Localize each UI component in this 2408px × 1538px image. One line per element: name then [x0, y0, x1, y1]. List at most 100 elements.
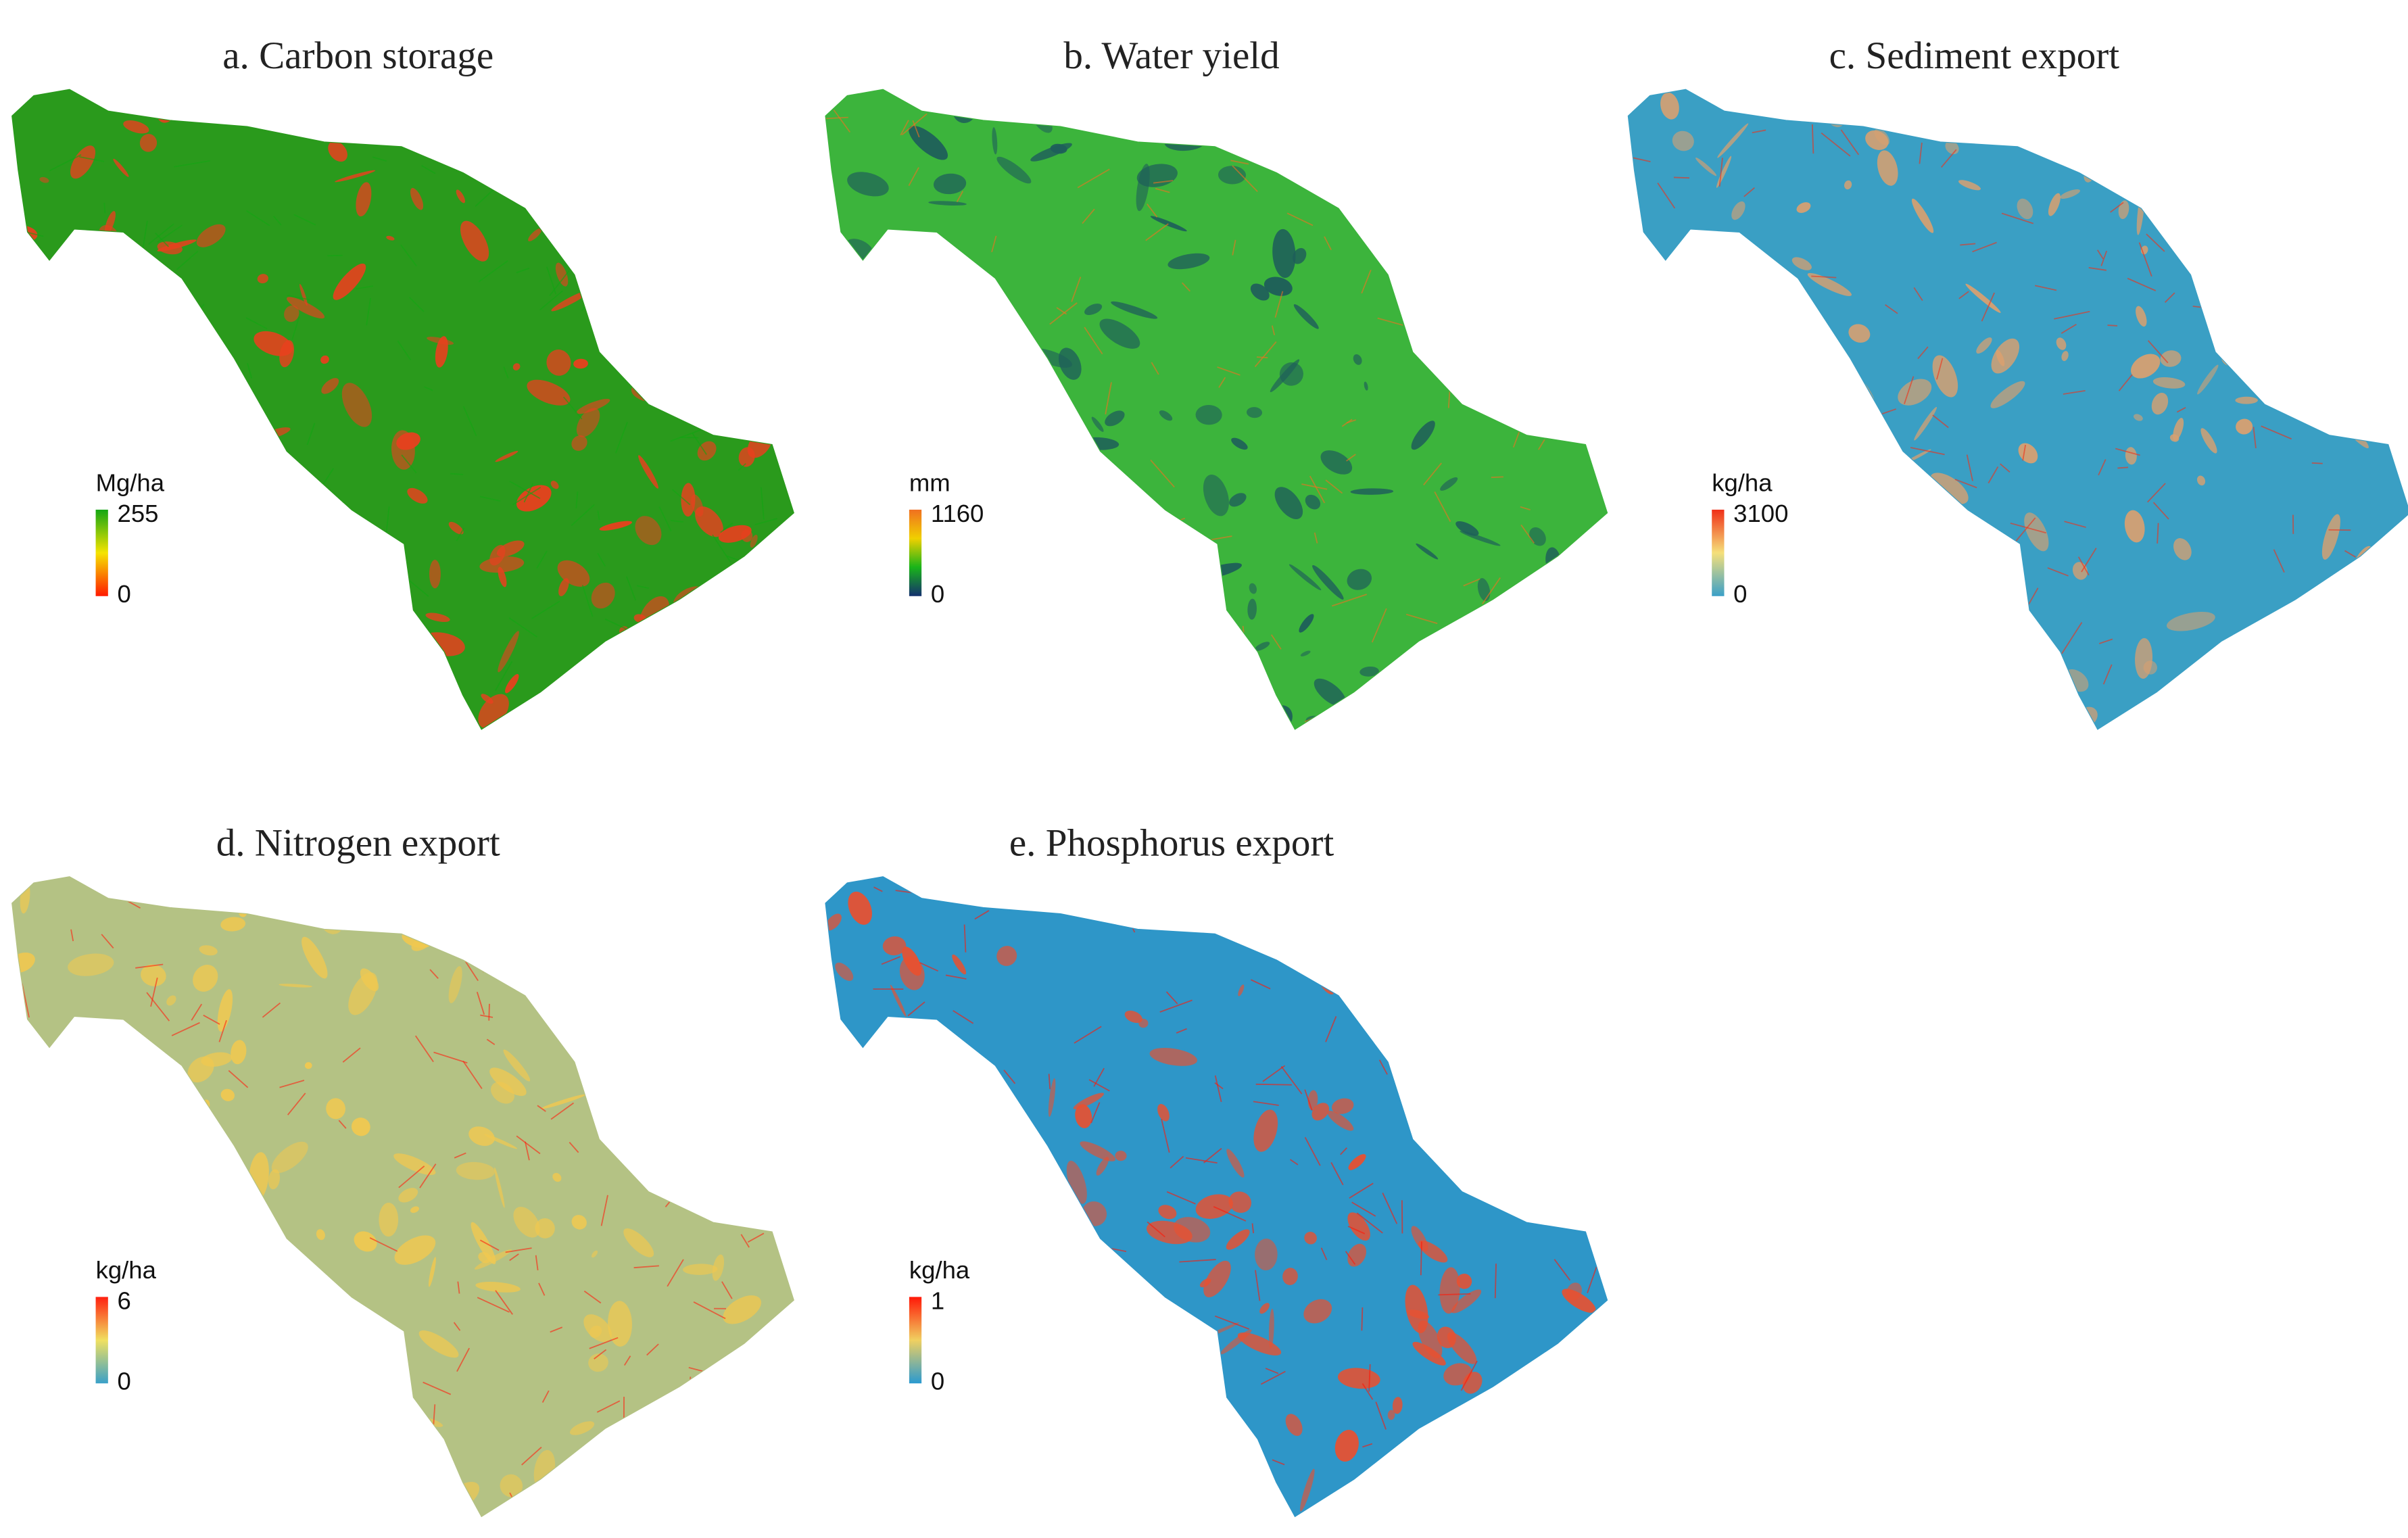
- legend-unit: kg/ha: [1712, 469, 1773, 497]
- land-patch: [203, 621, 216, 663]
- land-patch: [341, 619, 371, 663]
- stream: [169, 331, 178, 356]
- panel-title: a. Carbon storage: [222, 34, 493, 77]
- stream: [1161, 1119, 1170, 1153]
- land-patch: [641, 980, 659, 1005]
- land-patch: [1455, 521, 1479, 536]
- stream: [149, 1076, 166, 1109]
- land-patch: [921, 343, 959, 368]
- stream: [629, 1426, 663, 1433]
- stream: [893, 1435, 918, 1452]
- stream: [778, 222, 782, 256]
- land-patch: [308, 673, 350, 677]
- land-patch: [1477, 578, 1491, 602]
- land-patch: [836, 454, 853, 476]
- land-patch: [952, 954, 967, 975]
- stream: [1922, 569, 1954, 591]
- stream: [1301, 483, 1328, 490]
- stream: [2022, 444, 2027, 461]
- stream: [1351, 1201, 1376, 1217]
- land-patch: [1562, 1289, 1596, 1313]
- land-patch: [1998, 648, 2010, 661]
- stream: [779, 608, 794, 635]
- land-patch: [1558, 320, 1570, 332]
- stream: [220, 1390, 233, 1398]
- land-patch: [1489, 992, 1511, 1006]
- stream: [912, 120, 920, 138]
- stream: [932, 731, 939, 760]
- stream: [1181, 282, 1190, 292]
- land-patch: [39, 176, 49, 183]
- stream: [984, 329, 1012, 350]
- land-patch: [1105, 544, 1130, 586]
- land-patch: [1807, 272, 1852, 296]
- land-patch: [1285, 1414, 1303, 1436]
- stream: [658, 1004, 671, 1028]
- stream: [577, 978, 601, 988]
- stream: [1320, 1247, 1328, 1260]
- stream: [2146, 233, 2165, 252]
- stream: [147, 1345, 152, 1379]
- land-patch: [1274, 487, 1303, 519]
- stream: [206, 1327, 228, 1337]
- stream: [1362, 1383, 1374, 1400]
- stream: [1524, 402, 1544, 426]
- stream: [1203, 1148, 1222, 1163]
- stream: [1088, 1079, 1110, 1092]
- stream: [188, 102, 208, 112]
- legend-unit: mm: [909, 469, 950, 497]
- land-patch: [448, 521, 464, 535]
- stream: [55, 1318, 67, 1342]
- land-patch: [1494, 926, 1509, 949]
- stream: [477, 1297, 510, 1313]
- land-patch: [623, 146, 663, 174]
- stream: [1789, 89, 1802, 101]
- stream: [696, 125, 700, 149]
- stream: [854, 1420, 884, 1425]
- land-patch: [1568, 1435, 1576, 1440]
- stream: [383, 122, 405, 129]
- stream: [47, 518, 62, 522]
- stream: [1628, 431, 1641, 437]
- land-patch: [1690, 337, 1714, 372]
- land-patch: [1080, 1141, 1116, 1161]
- land-patch: [456, 189, 466, 203]
- land-patch: [1334, 1429, 1359, 1462]
- stream: [745, 933, 748, 953]
- stream: [1340, 1147, 1347, 1155]
- land-patch: [227, 1460, 243, 1470]
- stream: [541, 1390, 550, 1403]
- land-patch: [864, 1477, 909, 1501]
- land-patch: [1183, 615, 1208, 646]
- stream: [2098, 638, 2113, 644]
- land-patch: [1111, 301, 1158, 319]
- land-patch: [999, 486, 1017, 516]
- land-patch: [1305, 494, 1321, 510]
- stream: [873, 1196, 905, 1205]
- stream: [625, 576, 636, 601]
- land-patch: [1132, 603, 1156, 643]
- legend-colorbar: [909, 509, 922, 596]
- land-patch: [1725, 410, 1748, 456]
- land-patch: [1157, 1103, 1170, 1122]
- stream: [1723, 308, 1758, 322]
- stream: [537, 1105, 546, 1112]
- stream: [2333, 212, 2339, 224]
- stream: [289, 1401, 299, 1406]
- stream: [706, 174, 711, 207]
- stream: [2000, 463, 2010, 473]
- land-patch: [326, 1098, 345, 1120]
- land-patch: [890, 984, 907, 1017]
- land-patch: [717, 118, 731, 139]
- land-patch: [1877, 150, 1898, 186]
- stream: [486, 1038, 496, 1045]
- land-patch: [1091, 416, 1104, 432]
- stream: [1802, 450, 1816, 479]
- stream: [49, 154, 82, 172]
- stream: [1593, 582, 1603, 588]
- land-patch: [302, 936, 328, 979]
- stream: [1060, 1502, 1076, 1510]
- land-patch: [1115, 642, 1129, 658]
- stream: [984, 1426, 1013, 1447]
